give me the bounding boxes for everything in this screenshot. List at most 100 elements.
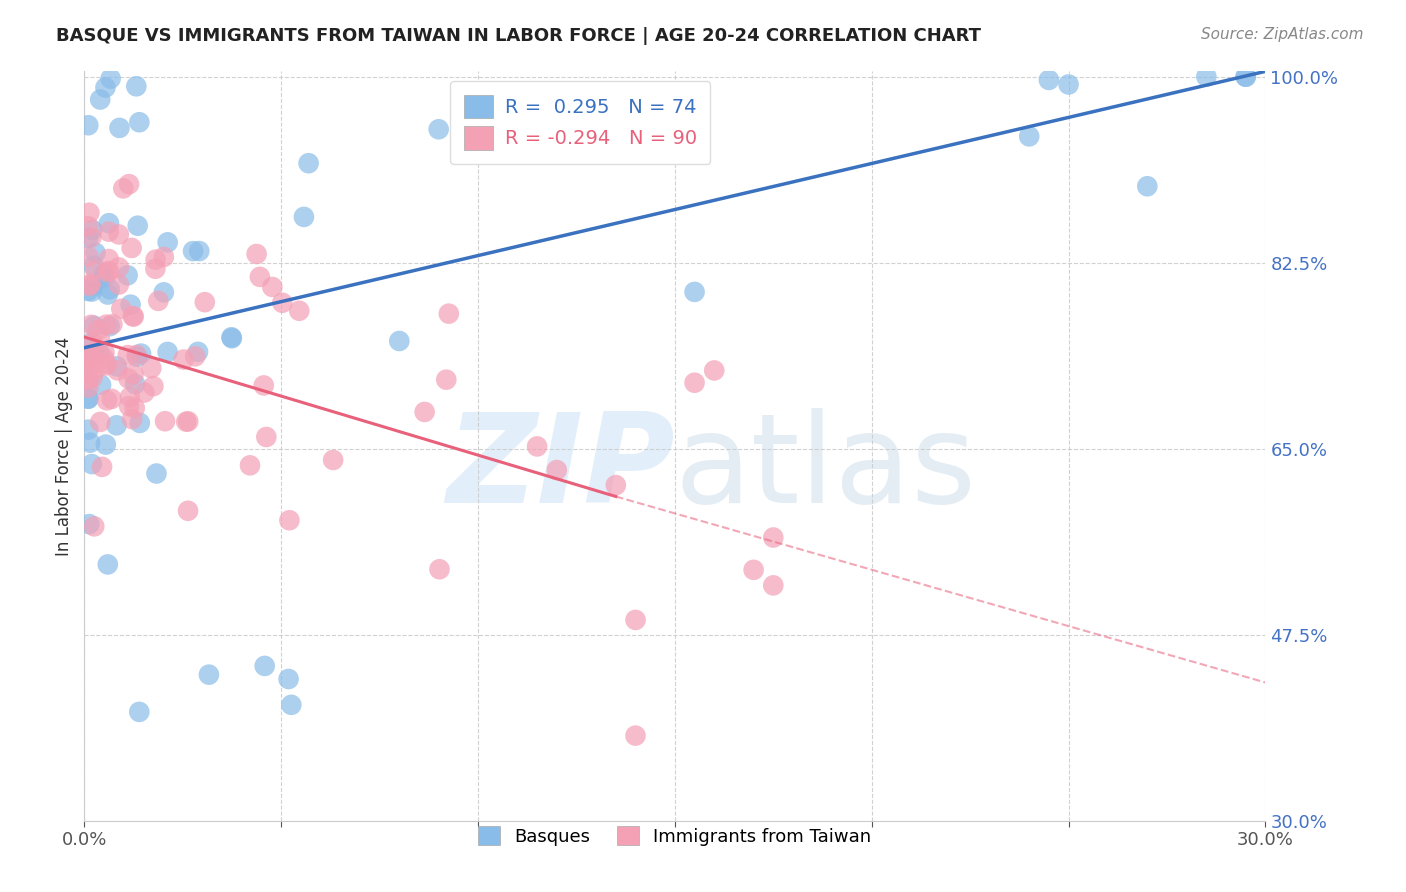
- Point: [742, 563, 765, 577]
- Point: [89, 333, 111, 347]
- Point: [194, 295, 217, 310]
- Point: [91, 459, 114, 474]
- Point: [128, 416, 150, 430]
- Point: [82, 278, 104, 293]
- Point: [98, 319, 121, 334]
- Point: [77, 284, 100, 298]
- Point: [93, 351, 115, 366]
- Point: [292, 210, 315, 224]
- Point: [83, 318, 105, 333]
- Point: [145, 467, 167, 481]
- Point: [80, 230, 103, 244]
- Point: [125, 348, 148, 362]
- Point: [82, 223, 104, 237]
- Point: [427, 122, 450, 136]
- Point: [125, 79, 148, 94]
- Point: [1195, 70, 1218, 84]
- Point: [87, 323, 110, 337]
- Point: [96, 318, 118, 332]
- Point: [79, 435, 101, 450]
- Point: [254, 430, 277, 444]
- Point: [278, 513, 301, 527]
- Point: [89, 346, 111, 360]
- Point: [624, 613, 647, 627]
- Point: [98, 264, 121, 278]
- Point: [97, 225, 120, 239]
- Point: [118, 390, 141, 404]
- Point: [1136, 179, 1159, 194]
- Point: [174, 415, 197, 429]
- Point: [188, 244, 211, 258]
- Point: [297, 156, 319, 170]
- Point: [97, 287, 120, 301]
- Point: [127, 219, 149, 233]
- Point: [82, 370, 104, 384]
- Point: [198, 667, 221, 681]
- Point: [107, 363, 129, 377]
- Point: [77, 392, 100, 406]
- Point: [80, 457, 103, 471]
- Point: [97, 252, 120, 266]
- Point: [77, 337, 100, 351]
- Point: [83, 519, 105, 533]
- Point: [467, 129, 489, 144]
- Point: [156, 235, 179, 250]
- Point: [121, 412, 143, 426]
- Point: [108, 120, 131, 135]
- Point: [280, 698, 302, 712]
- Point: [153, 250, 176, 264]
- Point: [80, 277, 103, 291]
- Point: [89, 93, 111, 107]
- Point: [434, 373, 457, 387]
- Point: [177, 414, 200, 428]
- Point: [526, 103, 548, 118]
- Point: [97, 265, 120, 279]
- Point: [703, 363, 725, 377]
- Point: [122, 368, 145, 382]
- Point: [97, 558, 120, 572]
- Point: [288, 303, 311, 318]
- Point: [526, 439, 548, 453]
- Text: BASQUE VS IMMIGRANTS FROM TAIWAN IN LABOR FORCE | AGE 20-24 CORRELATION CHART: BASQUE VS IMMIGRANTS FROM TAIWAN IN LABO…: [56, 27, 981, 45]
- Point: [1234, 70, 1257, 84]
- Point: [129, 346, 152, 360]
- Point: [108, 277, 131, 292]
- Point: [437, 307, 460, 321]
- Point: [77, 219, 100, 234]
- Point: [221, 330, 243, 344]
- Point: [84, 362, 107, 376]
- Point: [221, 331, 243, 345]
- Point: [117, 268, 139, 283]
- Point: [79, 351, 101, 365]
- Point: [89, 415, 111, 429]
- Point: [153, 414, 176, 428]
- Point: [93, 345, 115, 359]
- Point: [93, 267, 115, 281]
- Point: [121, 241, 143, 255]
- Text: atlas: atlas: [675, 408, 977, 529]
- Point: [120, 298, 142, 312]
- Point: [96, 357, 118, 371]
- Point: [77, 517, 100, 532]
- Point: [77, 423, 100, 437]
- Point: [77, 380, 100, 394]
- Point: [128, 705, 150, 719]
- Point: [108, 260, 131, 275]
- Point: [124, 401, 146, 415]
- Point: [253, 659, 276, 673]
- Point: [80, 347, 103, 361]
- Point: [124, 377, 146, 392]
- Point: [77, 231, 100, 245]
- Point: [101, 317, 124, 331]
- Point: [80, 318, 103, 332]
- Point: [100, 392, 122, 406]
- Point: [80, 285, 103, 299]
- Point: [84, 350, 107, 364]
- Point: [271, 295, 294, 310]
- Point: [112, 181, 135, 195]
- Point: [624, 729, 647, 743]
- Point: [683, 285, 706, 299]
- Point: [77, 250, 100, 264]
- Point: [118, 399, 141, 413]
- Point: [142, 379, 165, 393]
